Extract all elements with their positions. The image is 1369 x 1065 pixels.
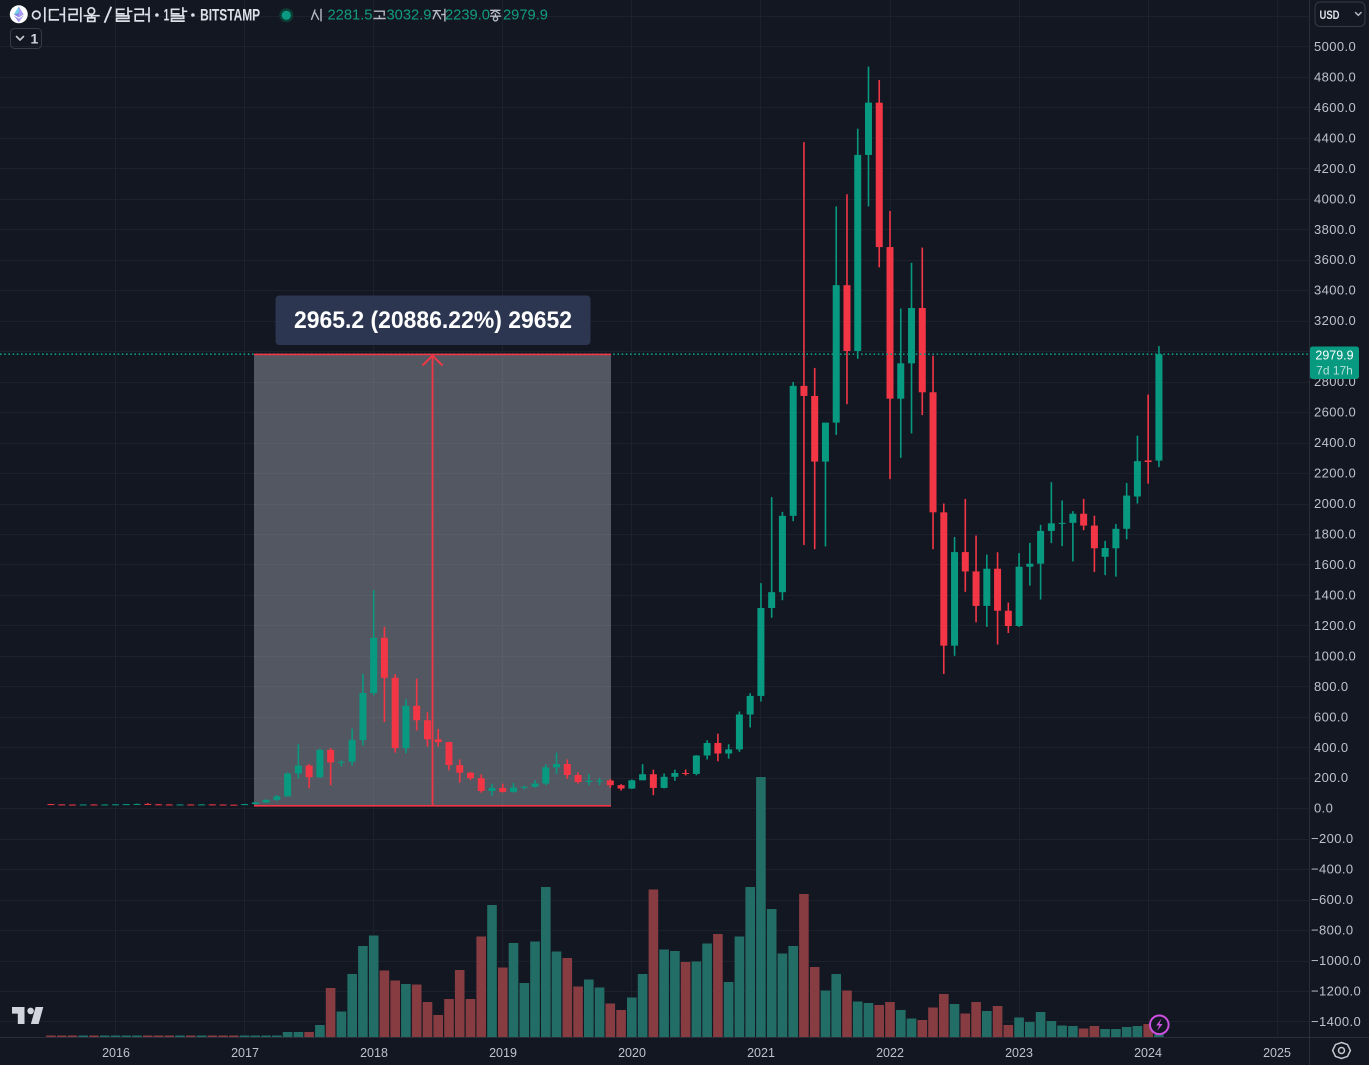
svg-text:4200.0: 4200.0 — [1314, 161, 1356, 176]
svg-text:2600.0: 2600.0 — [1314, 405, 1356, 420]
svg-text:2022: 2022 — [876, 1046, 904, 1060]
svg-text:1000.0: 1000.0 — [1314, 648, 1356, 663]
svg-text:2281.5: 2281.5 — [328, 7, 373, 24]
svg-text:2400.0: 2400.0 — [1314, 435, 1356, 450]
svg-text:2200.0: 2200.0 — [1314, 466, 1356, 481]
svg-text:2023: 2023 — [1005, 1046, 1033, 1060]
svg-text:2979.9: 2979.9 — [503, 7, 548, 24]
svg-text:−1400.0: −1400.0 — [1311, 1014, 1361, 1029]
svg-text:2016: 2016 — [102, 1046, 130, 1060]
svg-text:BITSTAMP: BITSTAMP — [200, 6, 260, 24]
svg-text:1800.0: 1800.0 — [1314, 527, 1356, 542]
svg-text:2965.2 (20886.22%) 29652: 2965.2 (20886.22%) 29652 — [294, 307, 572, 334]
svg-text:2020: 2020 — [618, 1046, 646, 1060]
svg-text:1: 1 — [164, 6, 170, 24]
svg-text:600.0: 600.0 — [1314, 709, 1349, 724]
svg-text:800.0: 800.0 — [1314, 679, 1349, 694]
svg-text:0.0: 0.0 — [1314, 801, 1333, 816]
svg-text:5000.0: 5000.0 — [1314, 39, 1356, 54]
svg-text:400.0: 400.0 — [1314, 740, 1349, 755]
svg-text:−1200.0: −1200.0 — [1311, 984, 1361, 999]
svg-text:2239.0: 2239.0 — [445, 7, 490, 24]
svg-text:−200.0: −200.0 — [1311, 831, 1354, 846]
svg-text:−600.0: −600.0 — [1311, 892, 1354, 907]
svg-text:−800.0: −800.0 — [1311, 923, 1354, 938]
svg-text:3400.0: 3400.0 — [1314, 283, 1356, 298]
svg-text:2025: 2025 — [1263, 1046, 1291, 1060]
svg-text:2979.9: 2979.9 — [1315, 349, 1353, 363]
svg-text:−1000.0: −1000.0 — [1311, 953, 1361, 968]
svg-text:1: 1 — [31, 31, 39, 47]
svg-text:4800.0: 4800.0 — [1314, 69, 1356, 84]
svg-text:4400.0: 4400.0 — [1314, 130, 1356, 145]
svg-text:2000.0: 2000.0 — [1314, 496, 1356, 511]
svg-text:7d 17h: 7d 17h — [1316, 364, 1353, 378]
svg-text:200.0: 200.0 — [1314, 770, 1349, 785]
svg-text:2017: 2017 — [231, 1046, 259, 1060]
svg-text:USD: USD — [1320, 8, 1340, 22]
svg-text:1600.0: 1600.0 — [1314, 557, 1356, 572]
svg-text:4600.0: 4600.0 — [1314, 100, 1356, 115]
svg-text:4000.0: 4000.0 — [1314, 191, 1356, 206]
svg-text:1400.0: 1400.0 — [1314, 587, 1356, 602]
svg-text:3800.0: 3800.0 — [1314, 222, 1356, 237]
svg-text:2019: 2019 — [489, 1046, 517, 1060]
svg-text:3200.0: 3200.0 — [1314, 313, 1356, 328]
svg-text:2024: 2024 — [1134, 1046, 1162, 1060]
svg-text:2018: 2018 — [360, 1046, 388, 1060]
svg-text:3032.9: 3032.9 — [387, 7, 432, 24]
svg-text:3600.0: 3600.0 — [1314, 252, 1356, 267]
svg-text:−400.0: −400.0 — [1311, 862, 1354, 877]
svg-text:2021: 2021 — [747, 1046, 775, 1060]
svg-text:1200.0: 1200.0 — [1314, 618, 1356, 633]
